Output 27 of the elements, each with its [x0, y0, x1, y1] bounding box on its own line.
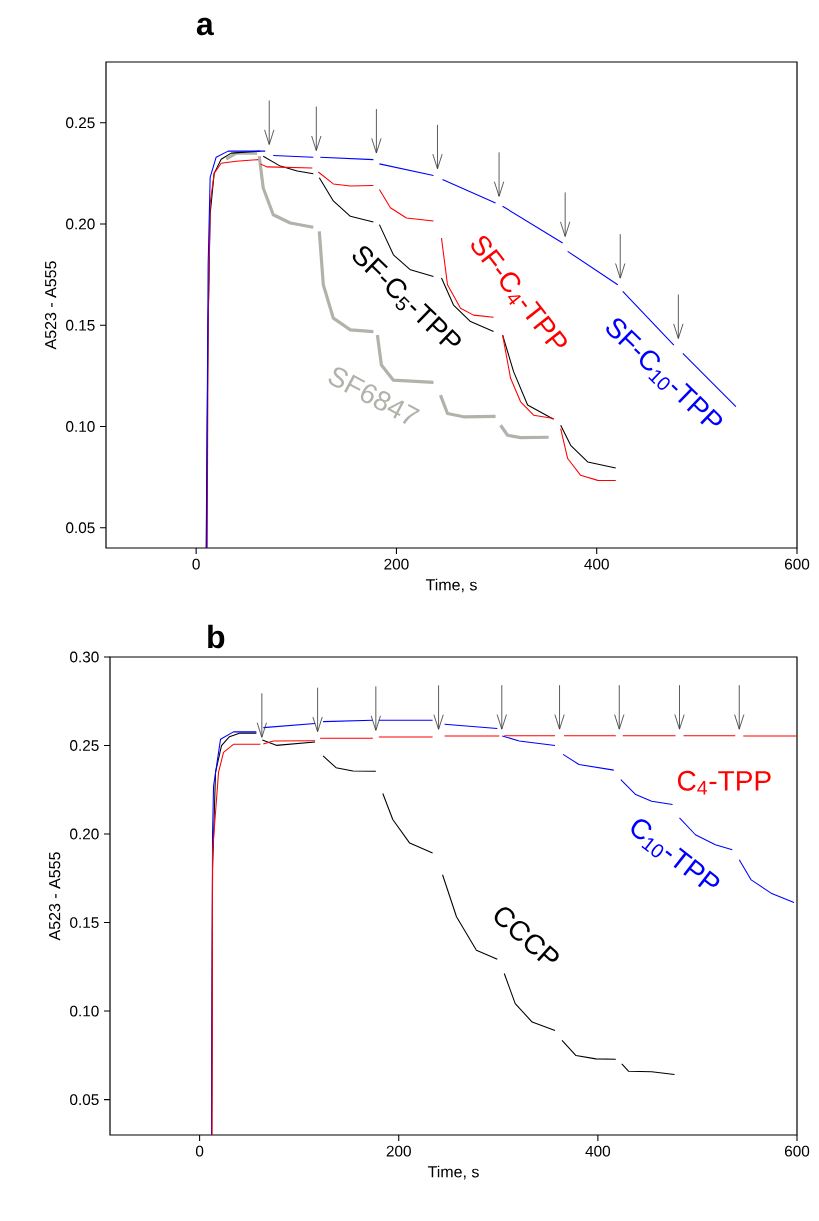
x-tick-label: 400	[585, 1145, 611, 1157]
x-axis-title: Time, s	[425, 578, 477, 593]
y-tick-label: 0.30	[70, 651, 99, 663]
y-tick-label: 0.05	[70, 1094, 99, 1106]
x-axis-title: Time, s	[427, 1165, 479, 1180]
y-tick-label: 0.20	[70, 828, 99, 840]
y-tick-label: 0.20	[66, 218, 95, 230]
y-tick-label: 0.15	[66, 319, 95, 331]
y-tick-label: 0.25	[70, 740, 99, 751]
y-axis-title: A523 - A555	[48, 852, 61, 941]
y-axis-title: A523 - A555	[44, 261, 57, 350]
x-tick-label: 600	[784, 1145, 810, 1157]
y-tick-label: 0.25	[66, 117, 95, 129]
y-tick-label: 0.10	[66, 421, 95, 432]
x-tick-label: 400	[584, 558, 609, 570]
x-tick-label: 0	[192, 558, 200, 570]
chart-title: b	[208, 624, 225, 649]
y-tick-label: 0.15	[70, 917, 99, 928]
x-tick-label: 200	[384, 558, 409, 570]
y-tick-label: 0.10	[70, 1005, 99, 1017]
x-tick-label: 200	[386, 1145, 411, 1157]
series-label: C$_{4}$-TPP	[677, 770, 771, 795]
y-tick-label: 0.05	[66, 522, 95, 534]
chart-title: a	[196, 17, 214, 36]
text: C$_{10}$-TPP	[631, 819, 720, 888]
x-tick-label: 0	[195, 1145, 204, 1157]
x-tick-label: 600	[784, 558, 810, 570]
